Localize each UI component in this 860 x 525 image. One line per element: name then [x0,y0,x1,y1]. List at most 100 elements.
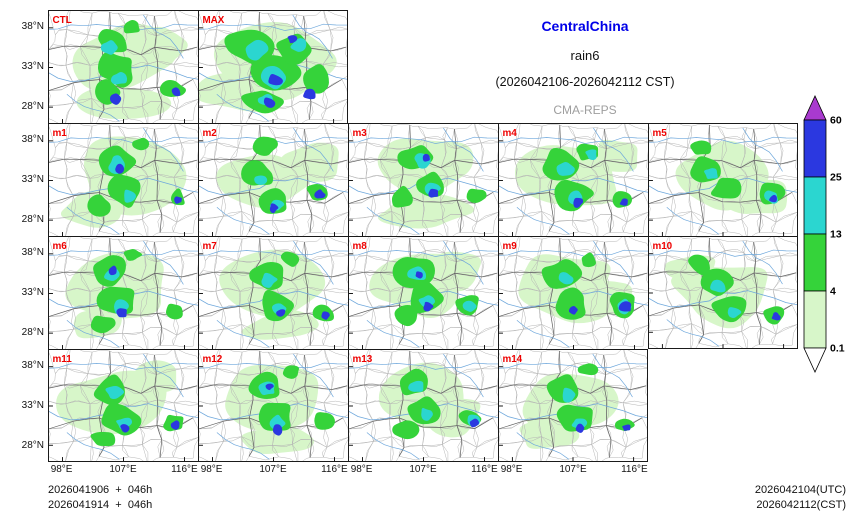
lat-tick-label: 28°N [21,440,44,451]
panel-label: m4 [502,128,517,139]
valid-period-label: (2026042106-2026042112 CST) [495,75,675,89]
panel-m8: m8 [348,236,498,349]
lat-tick-label: 28°N [21,214,44,225]
colorbar-tick-label: 60 [830,115,842,127]
panel-m12: m12 [198,349,348,462]
precip-field-high [87,137,185,217]
lon-tick-label: 116°E [471,464,498,475]
lat-tick-label: 38°N [21,247,44,258]
panel-label: m3 [352,128,367,139]
panel-frame-ticks [49,253,185,349]
precip-field-high [241,136,328,214]
panel-m5: m5 [648,123,798,236]
panel-m9: m9 [498,236,648,349]
panel-m3: m3 [348,123,498,236]
panel-m4: m4 [498,123,648,236]
panel-frame-ticks [649,253,785,348]
precip-field-high [391,145,487,208]
panel-frame-ticks [49,27,185,123]
lon-tick-label: 98°E [350,464,373,475]
precip-field-high [248,365,335,436]
panel-frame-ticks [199,253,335,349]
init-time-line-2: 2026041914 + 046h [48,499,153,511]
panel-frame-ticks [199,27,335,123]
colorbar-segment [803,290,827,349]
panel-frame-ticks [349,140,485,236]
panel-label: m5 [652,128,667,139]
panel-m13: m13 [348,349,498,462]
lat-tick-label: 33°N [21,287,44,298]
valid-time-cst: 2026042112(CST) [756,499,846,511]
precip-field-high [542,143,633,212]
panel-frame-ticks [499,253,635,349]
lon-tick-label: 98°E [500,464,523,475]
precip-field-high [90,249,183,334]
lat-tick-label: 28°N [21,101,44,112]
lon-tick-label: 116°E [621,464,648,475]
panel-frame-ticks [499,140,635,236]
lon-tick-label: 116°E [321,464,348,475]
panel-frame-ticks [49,366,185,461]
valid-time-utc: 2026042104(UTC) [754,484,846,496]
panel-frame-ticks [649,140,785,236]
lat-tick-label: 28°N [21,327,44,338]
panel-label: m7 [202,241,217,252]
precip-field-high [392,368,482,440]
variable-label: rain6 [570,48,600,63]
basemap [199,350,348,461]
precip-field-high [546,363,635,433]
precip-field-high [541,252,635,320]
lat-tick-label: 33°N [21,174,44,185]
panel-label: m1 [52,128,67,139]
panel-m14: m14 [498,349,648,462]
lon-tick-label: 116°E [171,464,198,475]
panel-m2: m2 [198,123,348,236]
lat-tick-label: 38°N [21,134,44,145]
panel-m11: m11 [48,349,198,462]
panel-m1: m1 [48,123,198,236]
panel-label: m6 [52,241,67,252]
colorbar-segment [803,176,827,235]
panel-label: CTL [52,15,71,26]
lat-tick-label: 33°N [21,400,44,411]
panel-frame-ticks [49,140,185,236]
system-label: CMA-REPS [553,103,617,117]
panel-label: m12 [202,354,222,365]
region-title: CentralChina [541,18,629,34]
lat-tick-label: 33°N [21,61,44,72]
panel-frame-ticks [199,366,335,461]
panel-label: m10 [652,241,672,252]
colorbar-segment [803,233,827,292]
panel-label: m2 [202,128,217,139]
panel-frame-ticks [349,253,485,349]
precip-field-high [688,254,785,325]
panel-label: m9 [502,241,517,252]
colorbar-over-arrow [803,95,827,121]
panel-label: MAX [202,15,224,26]
lon-tick-label: 107°E [559,464,587,475]
precip-field-high [224,29,329,114]
colorbar-tick-label: 0.1 [830,343,845,355]
panel-frame-ticks [499,366,635,461]
precip-field-high [249,251,335,322]
panel-label: m8 [352,241,367,252]
panel-label: m14 [502,354,522,365]
panel-m10: m10 [648,236,798,349]
lon-tick-label: 98°E [50,464,73,475]
init-time-line-1: 2026041906 + 046h [48,484,153,496]
lon-tick-label: 107°E [259,464,287,475]
panel-MAX: MAX [198,10,348,123]
precip-field-high [392,256,479,327]
lon-tick-label: 107°E [409,464,437,475]
lon-tick-label: 98°E [200,464,223,475]
lon-tick-label: 107°E [109,464,137,475]
colorbar-tick-label: 25 [830,172,842,184]
colorbar-tick-label: 13 [830,229,842,241]
panel-frame-ticks [349,366,485,461]
precip-field-high [95,19,187,105]
colorbar-segment [803,119,827,178]
precip-field-high [690,140,786,205]
panel-m7: m7 [198,236,348,349]
